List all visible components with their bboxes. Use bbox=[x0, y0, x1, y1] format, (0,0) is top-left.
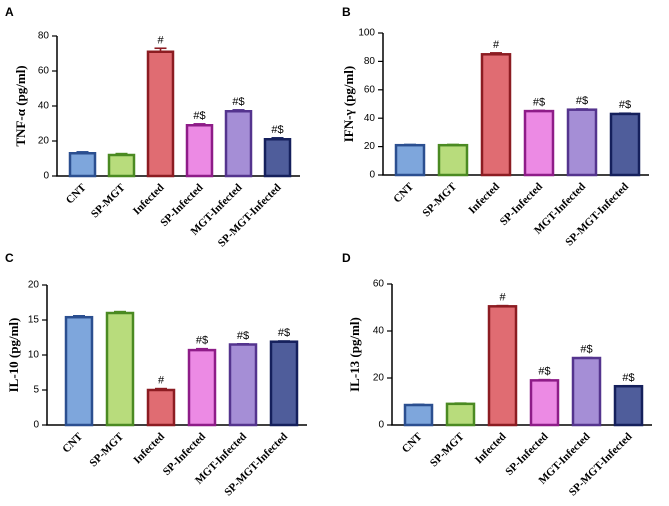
bar-mgt-infected bbox=[228, 343, 258, 427]
x-tick-label: SP-MGT bbox=[87, 430, 126, 469]
significance-label: # bbox=[493, 39, 500, 51]
x-tick-label: CNT bbox=[391, 180, 416, 205]
x-tick-label: Infected bbox=[466, 181, 502, 217]
significance-label: #$ bbox=[237, 330, 249, 342]
y-tick-label: 20 bbox=[38, 136, 50, 147]
bar-cnt bbox=[394, 143, 426, 177]
bar-mgt-infected bbox=[566, 108, 598, 177]
y-tick-label: 0 bbox=[33, 420, 39, 431]
significance-label: #$ bbox=[193, 110, 205, 122]
y-axis-label: IFN-γ (pg/ml) bbox=[341, 66, 356, 143]
y-tick-label: 60 bbox=[373, 279, 385, 290]
chart-panel-a: A TNF-α (pg/ml) 0 20 40 60 80 CNT SP-MGT # Infecte… bbox=[5, 5, 300, 249]
significance-label: #$ bbox=[580, 344, 592, 356]
bar-sp-infected bbox=[523, 109, 555, 177]
bar-sp-infected bbox=[187, 348, 217, 427]
y-axis-label: IL-13 (pg/ml) bbox=[347, 317, 362, 392]
x-tick-label: SP-MGT bbox=[428, 430, 467, 469]
chart-panel-d: D IL-13 (pg/ml) 0 20 40 60 CNT SP-MGT # Infected #… bbox=[342, 251, 652, 498]
bar-sp-mgt bbox=[107, 153, 136, 178]
y-axis-label: IL-10 (pg/ml) bbox=[6, 318, 21, 393]
significance-label: #$ bbox=[196, 335, 208, 347]
bar-sp-infected bbox=[185, 124, 214, 178]
bar-cnt bbox=[68, 152, 97, 178]
y-tick-label: 0 bbox=[369, 170, 375, 181]
y-tick-label: 40 bbox=[38, 101, 50, 112]
bar-sp-mgt-infected bbox=[613, 384, 644, 427]
bar-sp-mgt-infected bbox=[269, 340, 299, 427]
y-tick-label: 15 bbox=[28, 315, 40, 326]
bar-infected bbox=[146, 50, 175, 178]
significance-label: #$ bbox=[271, 124, 283, 136]
x-tick-label: CNT bbox=[64, 181, 89, 206]
y-tick-label: 40 bbox=[364, 113, 376, 124]
y-tick-label: 20 bbox=[28, 280, 40, 291]
y-tick-label: 60 bbox=[38, 66, 50, 77]
y-tick-label: 0 bbox=[378, 420, 384, 431]
significance-label: # bbox=[158, 375, 165, 387]
y-axis-label: TNF-α (pg/ml) bbox=[13, 65, 28, 146]
x-tick-label: Infected bbox=[131, 431, 167, 467]
x-tick-label: CNT bbox=[60, 430, 85, 455]
panel-letter: D bbox=[342, 251, 351, 265]
bar-sp-infected bbox=[529, 379, 560, 427]
y-tick-label: 40 bbox=[373, 326, 385, 337]
x-tick-label: CNT bbox=[400, 430, 425, 455]
bar-sp-mgt bbox=[437, 143, 469, 177]
y-tick-label: 5 bbox=[33, 385, 39, 396]
x-tick-label: Infected bbox=[131, 182, 167, 218]
bar-sp-mgt bbox=[105, 311, 135, 427]
x-tick-label: Infected bbox=[473, 431, 509, 467]
significance-label: # bbox=[157, 34, 164, 46]
panel-letter: A bbox=[5, 5, 14, 19]
y-tick-label: 60 bbox=[364, 84, 376, 95]
significance-label: #$ bbox=[576, 95, 588, 107]
significance-label: #$ bbox=[619, 99, 631, 111]
y-tick-label: 0 bbox=[43, 171, 49, 182]
y-tick-label: 100 bbox=[358, 28, 375, 39]
bar-sp-mgt bbox=[445, 402, 476, 427]
significance-label: # bbox=[499, 292, 506, 304]
significance-label: #$ bbox=[232, 96, 244, 108]
x-tick-label: SP-MGT bbox=[89, 181, 128, 220]
bar-infected bbox=[146, 388, 176, 427]
significance-label: #$ bbox=[533, 96, 545, 108]
bar-infected bbox=[480, 53, 512, 177]
significance-label: #$ bbox=[622, 372, 634, 384]
panel-letter: B bbox=[342, 5, 351, 19]
bar-sp-mgt-infected bbox=[263, 138, 292, 178]
y-tick-label: 10 bbox=[28, 350, 40, 361]
bar-mgt-infected bbox=[224, 110, 253, 178]
chart-panel-c: C IL-10 (pg/ml) 0 5 10 15 20 CNT SP-MGT # Infected… bbox=[5, 251, 307, 498]
y-tick-label: 20 bbox=[373, 373, 385, 384]
x-tick-label: SP-MGT bbox=[420, 180, 459, 219]
chart-panel-b: B IFN-γ (pg/ml) 0 20 40 60 80 100 CNT SP-MGT # Infe… bbox=[341, 5, 649, 248]
bar-mgt-infected bbox=[571, 356, 602, 427]
significance-label: #$ bbox=[538, 366, 550, 378]
y-tick-label: 80 bbox=[364, 56, 376, 67]
significance-label: #$ bbox=[278, 327, 290, 339]
bar-sp-mgt-infected bbox=[609, 112, 641, 177]
bar-cnt bbox=[403, 403, 434, 427]
bar-infected bbox=[487, 305, 518, 427]
bar-cnt bbox=[64, 315, 94, 427]
panel-letter: C bbox=[5, 251, 14, 265]
y-tick-label: 80 bbox=[38, 31, 50, 42]
y-tick-label: 20 bbox=[364, 141, 376, 152]
